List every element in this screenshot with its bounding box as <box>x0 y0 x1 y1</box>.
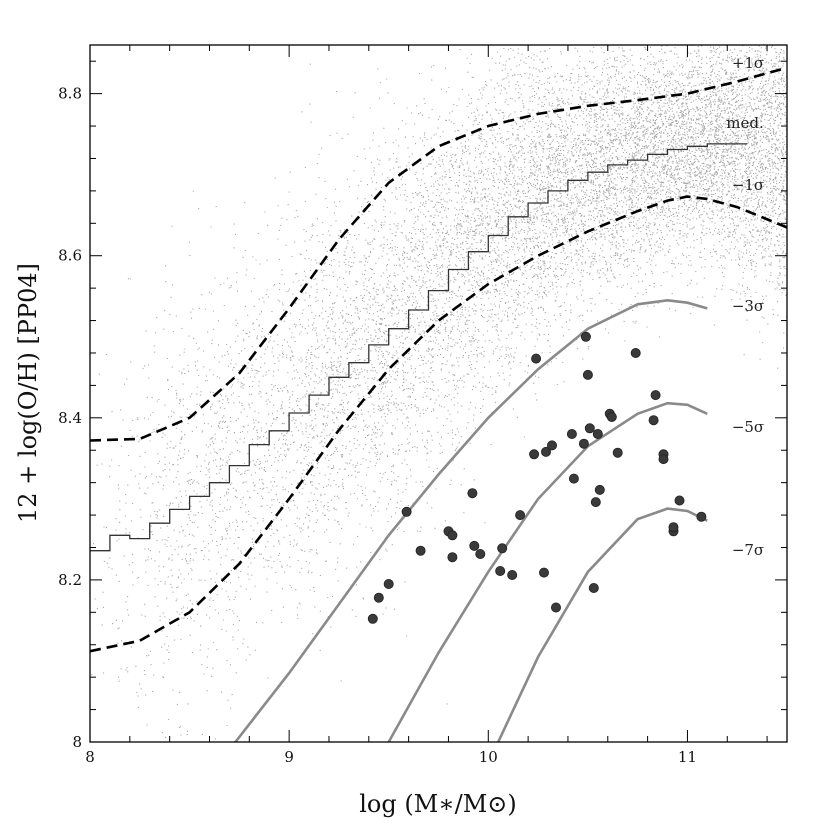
axis-tick-labels: 8 9 10 11 8 8.2 8.4 8.6 8.8 <box>58 85 697 766</box>
curve-1 <box>90 195 787 653</box>
outlier-point <box>658 454 669 465</box>
curve-label: +1σ <box>732 54 764 72</box>
outlier-point <box>590 497 601 508</box>
x-axis-title: log (M∗/M⊙) <box>359 790 517 818</box>
outlier-point <box>551 602 562 613</box>
outlier-point <box>367 613 378 624</box>
outlier-point <box>469 540 480 551</box>
outlier-point <box>584 423 595 434</box>
y-tick-label: 8.2 <box>58 571 82 589</box>
curve-label: −5σ <box>732 418 764 436</box>
curve-label: −1σ <box>732 176 764 194</box>
outlier-point <box>383 579 394 590</box>
outlier-point <box>668 522 679 533</box>
x-tick-label: 10 <box>479 748 498 766</box>
outlier-point <box>674 495 685 506</box>
outlier-point <box>415 545 426 556</box>
outlier-points <box>367 331 707 624</box>
outlier-point <box>515 510 526 521</box>
outlier-point <box>592 428 603 439</box>
plot-frame <box>89 44 788 743</box>
outlier-point <box>447 530 458 541</box>
curve-label: −3σ <box>732 297 764 315</box>
curve-med <box>90 143 748 552</box>
curve-label: med. <box>726 114 763 132</box>
curve-3 <box>234 298 708 742</box>
curve-1 <box>90 66 787 442</box>
y-tick-label: 8.8 <box>58 85 82 103</box>
outlier-point <box>541 446 552 457</box>
y-tick-label: 8.4 <box>58 409 82 427</box>
outlier-point <box>606 411 617 422</box>
y-axis-title: 12 + log(O/H) [PP04] <box>14 263 42 523</box>
axis-ticks <box>89 45 787 743</box>
outlier-point <box>539 567 550 578</box>
outlier-point <box>531 353 542 364</box>
outlier-point <box>588 583 599 594</box>
x-tick-label: 11 <box>678 748 697 766</box>
outlier-point <box>650 390 661 401</box>
sigma-curves <box>90 66 787 742</box>
outlier-point <box>594 484 605 495</box>
outlier-point <box>648 415 659 426</box>
curve-label: −7σ <box>732 541 764 559</box>
y-tick-label: 8.6 <box>58 247 82 265</box>
outlier-point <box>580 331 591 342</box>
outlier-point <box>582 369 593 380</box>
outlier-point <box>467 488 478 499</box>
outlier-point <box>507 570 518 581</box>
outlier-point <box>547 440 558 451</box>
outlier-point <box>447 552 458 563</box>
outlier-point <box>568 473 579 484</box>
y-tick-label: 8 <box>72 733 82 751</box>
x-tick-label: 8 <box>85 748 95 766</box>
outlier-point <box>497 543 508 554</box>
curve-7 <box>497 507 708 742</box>
curve-labels: +1σ med. −1σ −3σ −5σ −7σ <box>726 54 764 559</box>
outlier-point <box>566 428 577 439</box>
outlier-point <box>529 449 540 460</box>
outlier-point <box>578 438 589 449</box>
outlier-point <box>612 447 623 458</box>
outlier-point <box>373 592 384 603</box>
outlier-point <box>630 347 641 358</box>
outlier-point <box>475 549 486 560</box>
x-tick-label: 9 <box>284 748 294 766</box>
outlier-point <box>696 511 707 522</box>
outlier-point <box>401 506 412 517</box>
outlier-point <box>495 566 506 577</box>
